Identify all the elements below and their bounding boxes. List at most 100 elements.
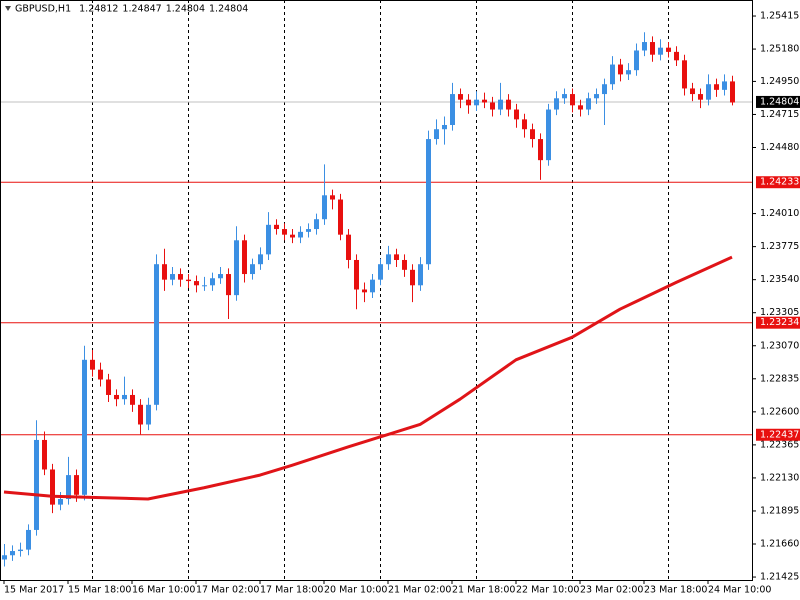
candle-body — [714, 84, 719, 90]
candle-body — [682, 60, 687, 89]
candle-body — [442, 124, 447, 130]
y-tick-label: 1.23775 — [760, 241, 799, 252]
candle-body — [570, 94, 575, 106]
candle-body — [482, 99, 487, 103]
y-tick-label: 1.23305 — [760, 307, 799, 318]
header-value: 1.24804 — [166, 4, 205, 15]
candle-body — [674, 51, 679, 61]
candle-body — [698, 94, 703, 100]
x-tick-label: 24 Mar 10:00 — [708, 585, 771, 596]
y-tick-label: 1.22365 — [760, 439, 799, 450]
y-tick-label: 1.24950 — [760, 76, 799, 87]
candle-body — [730, 81, 735, 103]
y-tick-label: 1.22130 — [760, 472, 799, 483]
candle-body — [378, 264, 383, 280]
candle-body — [450, 94, 455, 125]
candle-body — [466, 99, 471, 106]
x-tick-label: 17 Mar 02:00 — [196, 585, 259, 596]
candle-body — [122, 394, 127, 400]
candle-body — [522, 119, 527, 130]
candle-body — [330, 195, 335, 200]
candle-body — [266, 224, 271, 255]
candle-body — [26, 529, 31, 550]
x-tick-label: 15 Mar 18:00 — [68, 585, 131, 596]
level-label-box — [756, 176, 800, 189]
candle-body — [490, 102, 495, 110]
candle-body — [690, 88, 695, 95]
candle-body — [594, 94, 599, 99]
candle-body — [418, 264, 423, 286]
candle-body — [618, 64, 623, 75]
level-label: 1.24233 — [760, 177, 799, 188]
candle-body — [578, 105, 583, 110]
candle-body — [530, 129, 535, 140]
candle-body — [98, 369, 103, 380]
menu-arrow[interactable] — [5, 6, 11, 11]
candle-body — [322, 195, 327, 220]
level-label: 1.22437 — [760, 429, 799, 440]
candle-body — [146, 404, 151, 425]
moving-average — [3, 255, 733, 501]
candle-body — [210, 278, 215, 286]
candle-body — [82, 359, 87, 495]
candle-body — [138, 404, 143, 425]
candle-body — [458, 94, 463, 100]
candle-body — [314, 219, 319, 230]
candle-body — [114, 394, 119, 400]
candle-body — [722, 81, 727, 90]
x-tick-label: 22 Mar 10:00 — [516, 585, 579, 596]
plot-frame — [0, 0, 753, 581]
candle-body — [338, 199, 343, 235]
candle-body — [546, 109, 551, 161]
candle-body — [282, 229, 287, 235]
y-tick-label: 1.22600 — [760, 406, 799, 417]
candle-body — [642, 42, 647, 51]
candle-body — [34, 439, 39, 530]
candle-body — [386, 254, 391, 265]
y-tick-label: 1.24715 — [760, 109, 799, 120]
y-tick-label: 1.24010 — [760, 208, 799, 219]
candle-body — [186, 279, 191, 282]
candle-body — [218, 274, 223, 279]
candle-body — [242, 240, 247, 275]
candle-body — [514, 109, 519, 120]
candle-body — [250, 264, 255, 275]
y-tick-label: 1.21660 — [760, 539, 799, 550]
y-tick-label: 1.24480 — [760, 142, 799, 153]
candle-body — [106, 379, 111, 395]
candle-body — [402, 259, 407, 270]
candle-body — [658, 47, 663, 55]
candle-body — [370, 279, 375, 293]
candle-body — [194, 281, 199, 286]
x-tick-label: 21 Mar 18:00 — [452, 585, 515, 596]
candle-body — [202, 285, 207, 287]
candle-body — [554, 98, 559, 110]
candle-body — [362, 289, 367, 293]
price-label-box — [756, 95, 800, 108]
header-value: 1.24812 — [79, 4, 118, 15]
x-tick-label: 17 Mar 18:00 — [260, 585, 323, 596]
header-value: 1.24847 — [122, 4, 161, 15]
price-label: 1.24804 — [760, 96, 799, 107]
candle-body — [290, 234, 295, 238]
y-tick-label: 1.22835 — [760, 373, 799, 384]
y-tick-label: 1.25415 — [760, 11, 799, 22]
candle-body — [586, 98, 591, 110]
candle-body — [538, 139, 543, 161]
candle-body — [178, 274, 183, 280]
candle-body — [274, 224, 279, 230]
symbol-label: GBPUSD,H1 — [15, 4, 71, 15]
candle-body — [154, 264, 159, 405]
x-tick-label: 23 Mar 18:00 — [644, 585, 707, 596]
candle-body — [498, 99, 503, 110]
y-tick-label: 1.23070 — [760, 340, 799, 351]
candle-body — [354, 259, 359, 290]
candle-body — [66, 475, 71, 500]
candle-body — [170, 274, 175, 280]
candle-body — [50, 469, 55, 505]
candle-body — [626, 70, 631, 75]
x-tick-label: 16 Mar 10:00 — [132, 585, 195, 596]
level-label-box — [756, 316, 800, 329]
candle-body — [130, 394, 135, 405]
